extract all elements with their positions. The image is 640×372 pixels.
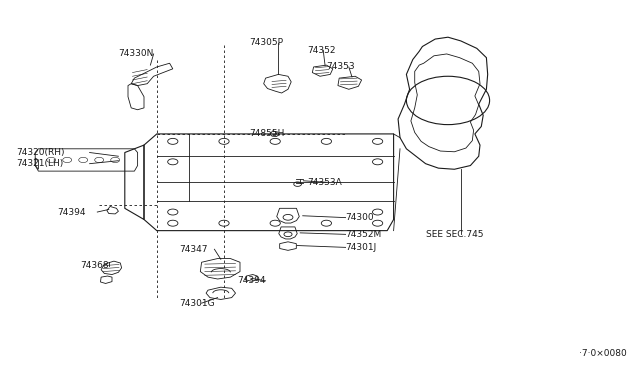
Text: ·7·0×0080: ·7·0×0080 [579,349,627,358]
Text: 74352: 74352 [307,46,336,55]
Text: 74300: 74300 [346,213,374,222]
Text: SEE SEC.745: SEE SEC.745 [426,230,483,239]
Text: 74352M: 74352M [346,230,382,239]
Text: 74321(LH): 74321(LH) [16,159,63,168]
Text: 74394: 74394 [237,276,266,285]
Text: 74320(RH): 74320(RH) [16,148,65,157]
Text: 74347: 74347 [179,245,208,254]
Text: 74353: 74353 [326,62,355,71]
Text: 74301J: 74301J [346,243,377,252]
Text: 74330N: 74330N [118,49,154,58]
Text: 74855H: 74855H [250,129,285,138]
Text: 74301G: 74301G [179,299,215,308]
Text: 74305P: 74305P [250,38,284,47]
Text: 74353A: 74353A [307,178,342,187]
Text: 74394: 74394 [58,208,86,217]
Text: 74368: 74368 [80,262,109,270]
